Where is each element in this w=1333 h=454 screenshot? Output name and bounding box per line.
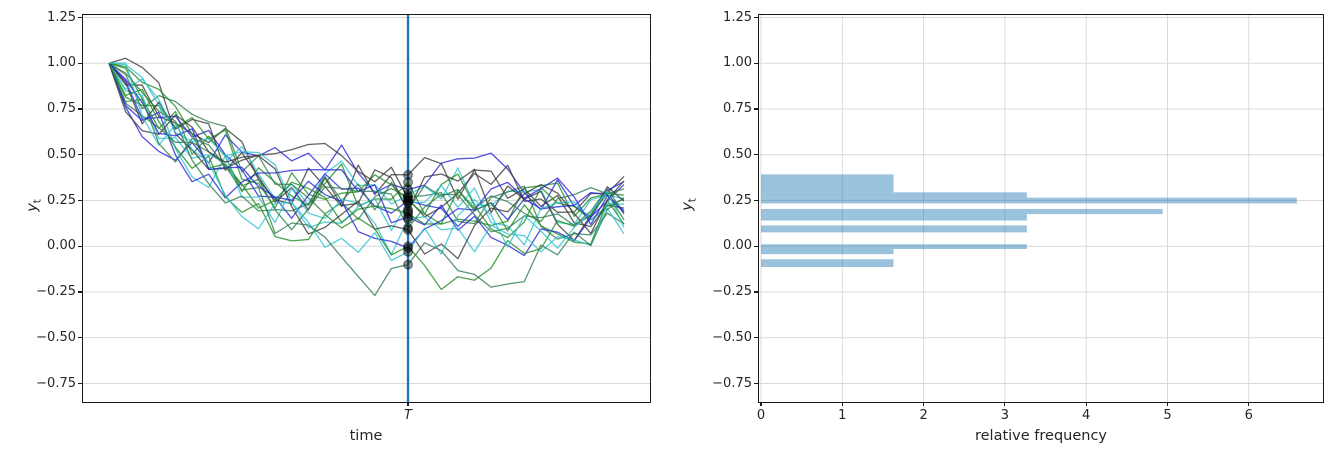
y-tickmark (754, 382, 758, 385)
hist-bar (761, 244, 1027, 250)
series-line (108, 63, 625, 291)
right-x-axis-label: relative frequency (974, 428, 1108, 444)
y-tick-label: 0.75 (47, 101, 76, 117)
terminal-dot (403, 246, 413, 257)
left-x-axis-label: time (349, 428, 383, 444)
left-y-axis-label: yt (25, 175, 44, 235)
x-tick-label: 2 (919, 408, 928, 423)
T-tick-label: T (404, 408, 412, 423)
y-tick-label: 1.00 (47, 55, 76, 71)
y-tick-label: −0.50 (36, 329, 76, 345)
terminal-dot (403, 243, 413, 254)
ylabel-main: y (679, 202, 696, 211)
ylabel-sub: t (31, 199, 44, 204)
x-tick-label: 3 (1000, 408, 1010, 423)
terminal-dot (403, 259, 413, 270)
x-tickmark (923, 402, 925, 406)
y-tickmark (78, 245, 82, 247)
series-line (108, 62, 625, 249)
x-tickmark-T (407, 402, 409, 406)
y-tickmark (78, 16, 82, 19)
x-tick-label: 4 (1082, 408, 1091, 423)
series-line (108, 62, 625, 262)
y-tickmark (78, 108, 82, 110)
y-tickmark (78, 62, 82, 64)
y-tick-label: −0.75 (712, 375, 752, 391)
hist-bar (761, 174, 894, 193)
x-tickmark (1004, 402, 1006, 406)
y-tickmark (78, 337, 82, 339)
series-line (108, 62, 625, 256)
x-tick-label: 6 (1244, 408, 1253, 423)
right-y-axis-label: yt (680, 174, 699, 234)
y-tick-label: −0.50 (712, 329, 752, 345)
series-line (108, 63, 625, 297)
hist-bar (761, 249, 894, 255)
x-tickmark (760, 402, 762, 406)
left-plot-axes (82, 14, 651, 403)
y-tick-label: −0.25 (36, 284, 76, 300)
terminal-dot (403, 170, 413, 180)
terminal-dot (403, 213, 413, 224)
x-tickmark (841, 402, 843, 406)
series-line (108, 57, 625, 218)
series-line (108, 62, 625, 245)
y-tick-label: 0.25 (47, 192, 76, 208)
terminal-dot (403, 208, 413, 219)
ylabel-main: y (24, 203, 41, 212)
y-tick-label: −0.25 (712, 284, 752, 300)
y-tickmark (754, 16, 758, 19)
y-tickmark (754, 154, 758, 156)
y-tickmark (78, 382, 82, 385)
y-tickmark (754, 199, 758, 202)
y-tick-label: 0.50 (47, 146, 76, 162)
y-tick-label: 0.25 (723, 192, 752, 208)
histogram-chart (759, 15, 1323, 402)
y-tickmark (78, 154, 82, 156)
hist-bar (761, 225, 1027, 233)
y-tick-label: 1.25 (47, 9, 76, 25)
y-tick-label: 0.75 (723, 101, 752, 117)
series-line (108, 62, 625, 246)
y-tickmark (78, 199, 82, 202)
y-tick-label: 0.50 (723, 146, 752, 162)
y-tickmark (754, 245, 758, 247)
y-tick-label: 0.00 (47, 238, 76, 254)
y-tickmark (78, 291, 82, 293)
x-tick-label: 1 (838, 408, 847, 423)
x-tickmark (1085, 402, 1087, 406)
hist-bar (761, 197, 1297, 204)
series-line (108, 63, 625, 257)
hist-bar (761, 208, 1163, 215)
x-tick-label: 0 (756, 408, 766, 423)
y-tick-label: 1.00 (723, 55, 752, 71)
y-tickmark (754, 337, 758, 339)
x-tickmark (1166, 402, 1169, 406)
series-line (108, 63, 625, 223)
hist-bar (761, 214, 1027, 221)
y-tick-label: −0.75 (36, 375, 76, 391)
x-tick-label: 5 (1163, 408, 1172, 423)
hist-bar (761, 192, 1027, 198)
y-tickmark (754, 291, 758, 293)
trajectories-chart (83, 15, 650, 402)
right-plot-axes (758, 14, 1324, 403)
series-line (108, 62, 625, 233)
y-tick-label: 0.00 (723, 238, 752, 254)
series-line (108, 63, 625, 260)
y-tickmark (754, 62, 758, 64)
x-tickmark (1248, 402, 1250, 406)
hist-bar (761, 259, 894, 267)
y-tickmark (754, 108, 758, 110)
series-line (108, 62, 625, 242)
y-tick-label: 1.25 (723, 9, 752, 25)
ylabel-sub: t (686, 198, 699, 203)
terminal-dot (403, 177, 413, 188)
terminal-dot (403, 224, 413, 235)
